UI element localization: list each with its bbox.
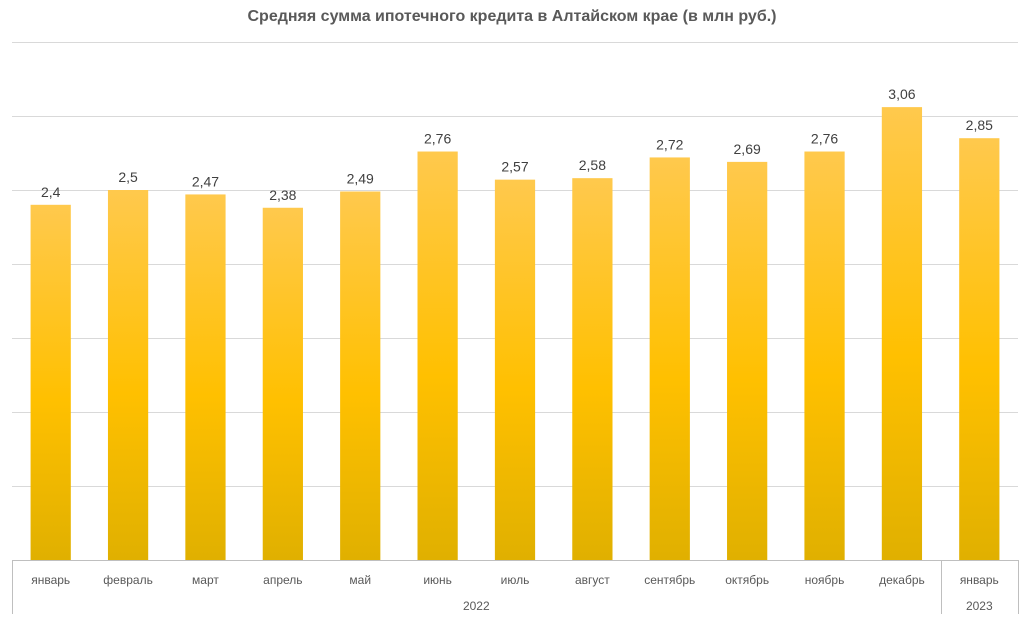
x-tick-label: январь [31, 573, 70, 587]
data-label: 2,38 [269, 187, 296, 203]
bar [804, 151, 845, 560]
data-label: 2,85 [966, 117, 993, 133]
data-label: 3,06 [888, 86, 915, 102]
x-tick-label: март [192, 573, 219, 587]
bar [572, 178, 613, 560]
x-tick-label: октябрь [725, 573, 769, 587]
bar [727, 161, 768, 560]
x-tick-label: январь [960, 573, 999, 587]
x-tick-label: июнь [423, 573, 452, 587]
data-label: 2,58 [579, 157, 606, 173]
data-label: 2,69 [734, 141, 761, 157]
x-group-label: 2023 [966, 599, 993, 613]
bar [107, 190, 149, 560]
x-tick-label: сентябрь [644, 573, 695, 587]
data-label: 2,76 [424, 131, 451, 147]
bar [649, 157, 690, 560]
bar [185, 194, 226, 560]
bar [494, 179, 536, 560]
bar [340, 191, 381, 561]
bar [881, 107, 923, 561]
data-label: 2,57 [501, 159, 528, 175]
chart-title: Средняя сумма ипотечного кредита в Алтай… [247, 8, 777, 25]
x-tick-label: февраль [103, 573, 153, 587]
x-tick-label: июль [501, 573, 530, 587]
bar [262, 207, 303, 560]
data-label: 2,47 [192, 173, 219, 189]
data-label: 2,72 [656, 136, 683, 152]
x-tick-label: август [575, 573, 610, 587]
x-tick-label: декабрь [879, 573, 925, 587]
x-tick-label: ноябрь [805, 573, 845, 587]
x-tick-label: май [349, 573, 371, 587]
data-label: 2,5 [118, 169, 138, 185]
bar [417, 151, 458, 560]
data-label: 2,49 [347, 170, 374, 186]
x-tick-label: апрель [263, 573, 302, 587]
x-group-label: 2022 [463, 599, 490, 613]
data-label: 2,76 [811, 131, 838, 147]
bar [959, 138, 1000, 560]
data-label: 2,4 [41, 184, 61, 200]
bar [30, 204, 71, 561]
